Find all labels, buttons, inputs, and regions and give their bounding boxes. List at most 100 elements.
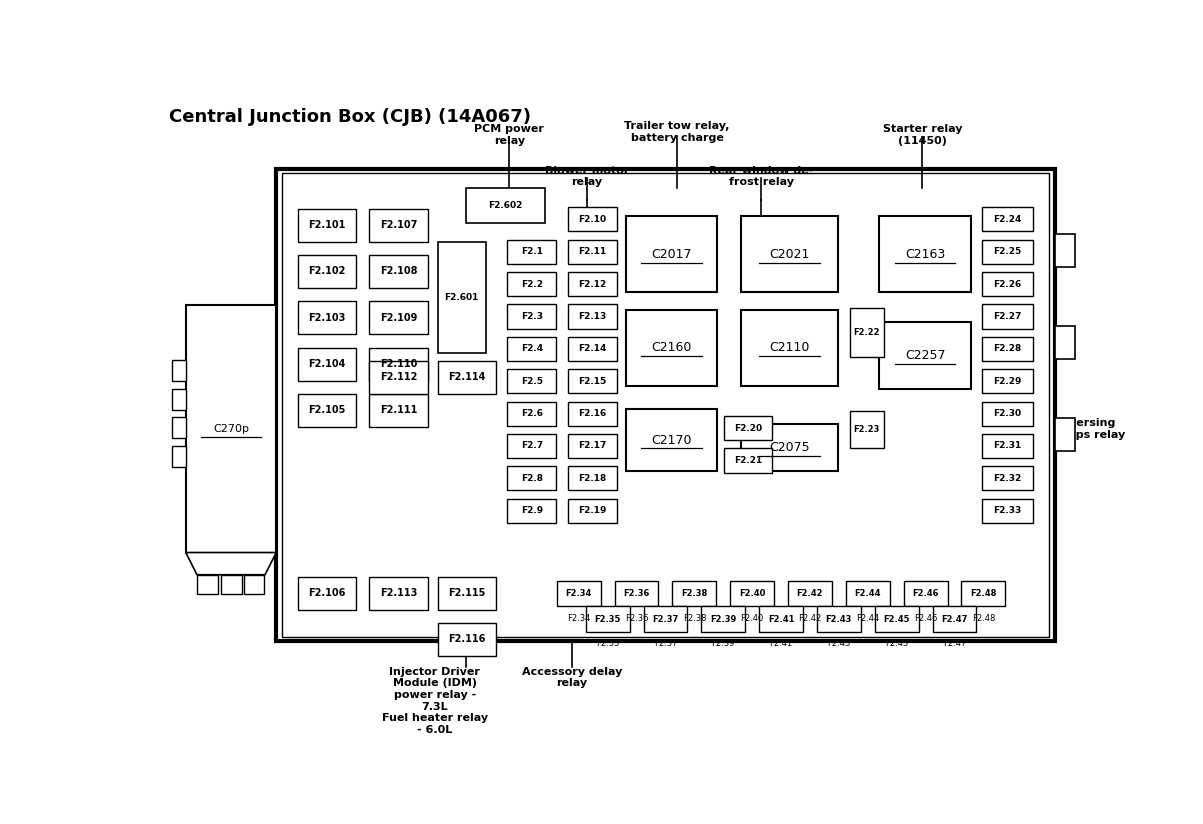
Bar — [277, 169, 1055, 641]
Text: F2.6: F2.6 — [521, 409, 543, 418]
Text: F2.44: F2.44 — [857, 614, 879, 623]
Bar — [741, 216, 838, 293]
Text: F2.32: F2.32 — [994, 474, 1021, 483]
Bar — [741, 424, 838, 471]
Bar — [466, 188, 545, 222]
Bar — [568, 466, 617, 490]
Bar — [1055, 326, 1075, 359]
Text: F2.41: F2.41 — [770, 639, 793, 648]
Text: F2.21: F2.21 — [734, 456, 763, 465]
Text: F2.22: F2.22 — [854, 328, 881, 337]
Text: F2.108: F2.108 — [380, 266, 417, 277]
Bar — [615, 581, 658, 606]
Text: C2021: C2021 — [769, 248, 810, 261]
Bar — [568, 337, 617, 361]
Text: F2.23: F2.23 — [854, 425, 881, 434]
Bar — [172, 389, 185, 410]
Text: F2.45: F2.45 — [885, 639, 908, 648]
Text: F2.3: F2.3 — [521, 312, 543, 321]
Bar — [879, 216, 971, 293]
Text: F2.19: F2.19 — [579, 506, 606, 515]
Text: Rear window de-
frost relay: Rear window de- frost relay — [709, 166, 813, 187]
Text: F2.36: F2.36 — [623, 589, 650, 598]
Bar — [508, 466, 556, 490]
Text: F2.2: F2.2 — [521, 279, 543, 288]
Text: Starter relay
(11450): Starter relay (11450) — [883, 124, 962, 146]
Text: F2.1: F2.1 — [521, 247, 543, 256]
Bar — [172, 360, 185, 382]
Text: F2.36: F2.36 — [624, 614, 648, 623]
Text: F2.13: F2.13 — [579, 312, 606, 321]
Bar — [586, 606, 629, 632]
Text: F2.38: F2.38 — [682, 614, 706, 623]
Bar — [297, 302, 356, 335]
Bar — [724, 448, 772, 473]
Bar — [282, 173, 1049, 637]
Text: C2075: C2075 — [769, 441, 810, 454]
Text: Trailer tow relay,
battery charge: Trailer tow relay, battery charge — [624, 121, 730, 143]
Text: C2017: C2017 — [651, 248, 692, 261]
Text: F2.113: F2.113 — [380, 588, 417, 598]
Text: F2.46: F2.46 — [912, 589, 938, 598]
Text: F2.26: F2.26 — [994, 279, 1021, 288]
Bar — [369, 577, 428, 610]
Text: F2.14: F2.14 — [579, 344, 606, 353]
Text: F2.33: F2.33 — [994, 506, 1021, 515]
Bar — [701, 606, 745, 632]
Text: F2.9: F2.9 — [521, 506, 543, 515]
Text: C2110: C2110 — [769, 341, 810, 354]
Bar — [759, 606, 804, 632]
Bar — [849, 411, 884, 448]
Text: F2.35: F2.35 — [594, 615, 621, 624]
Text: F2.46: F2.46 — [914, 614, 937, 623]
Bar — [982, 369, 1033, 393]
Text: F2.27: F2.27 — [994, 312, 1021, 321]
Text: F2.114: F2.114 — [449, 372, 486, 382]
Bar — [982, 466, 1033, 490]
Bar — [879, 322, 971, 389]
Text: F2.8: F2.8 — [521, 474, 543, 483]
Text: F2.111: F2.111 — [380, 405, 417, 415]
Text: F2.17: F2.17 — [579, 442, 606, 451]
Text: F2.104: F2.104 — [308, 359, 345, 369]
Bar — [568, 434, 617, 458]
Bar — [568, 401, 617, 426]
Text: C2163: C2163 — [905, 248, 946, 261]
Bar — [982, 499, 1033, 522]
Text: F2.18: F2.18 — [579, 474, 606, 483]
Text: F2.101: F2.101 — [308, 220, 345, 230]
Text: F2.20: F2.20 — [734, 424, 761, 433]
Text: F2.43: F2.43 — [828, 639, 851, 648]
Bar — [172, 446, 185, 467]
Polygon shape — [185, 553, 277, 575]
Text: F2.34: F2.34 — [567, 614, 591, 623]
Text: F2.47: F2.47 — [943, 639, 966, 648]
Bar — [221, 575, 242, 594]
Bar — [1055, 418, 1075, 451]
Text: Reversing
lamps relay: Reversing lamps relay — [1053, 418, 1125, 440]
Text: F2.29: F2.29 — [994, 377, 1021, 386]
Text: F2.11: F2.11 — [579, 247, 606, 256]
Bar — [626, 216, 717, 293]
Bar — [1055, 234, 1075, 267]
Bar — [508, 337, 556, 361]
Text: F2.4: F2.4 — [521, 344, 543, 353]
Text: F2.10: F2.10 — [579, 215, 606, 224]
Bar — [508, 240, 556, 264]
Bar — [369, 348, 428, 381]
Bar — [817, 606, 861, 632]
Bar — [369, 361, 428, 394]
Bar — [903, 581, 948, 606]
Bar — [185, 305, 277, 553]
Text: F2.42: F2.42 — [796, 589, 823, 598]
Text: C270p: C270p — [213, 424, 249, 433]
Text: F2.15: F2.15 — [579, 377, 606, 386]
Bar — [557, 581, 600, 606]
Text: F2.106: F2.106 — [308, 588, 345, 598]
Bar — [508, 499, 556, 522]
Text: F2.47: F2.47 — [941, 615, 967, 624]
Text: F2.601: F2.601 — [445, 293, 479, 302]
Bar — [626, 310, 717, 386]
Text: F2.105: F2.105 — [308, 405, 345, 415]
Text: F2.48: F2.48 — [972, 614, 995, 623]
